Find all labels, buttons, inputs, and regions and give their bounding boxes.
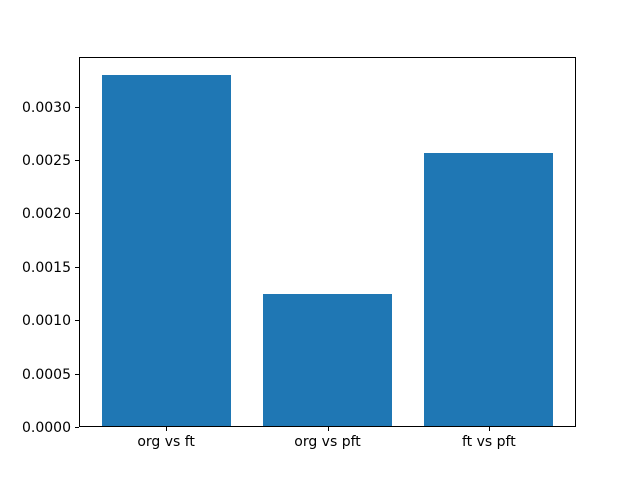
ytick-mark xyxy=(75,266,79,268)
xtick-label-org-vs-pft: org vs pft xyxy=(294,434,361,450)
xtick-mark xyxy=(166,427,168,431)
xtick-label-org-vs-ft: org vs ft xyxy=(137,434,195,450)
ytick-mark xyxy=(75,320,79,322)
ytick-label: 0.0005 xyxy=(22,366,71,383)
bar-org-vs-ft xyxy=(101,74,231,426)
ytick-label: 0.0010 xyxy=(22,313,71,330)
ytick-label: 0.0000 xyxy=(22,420,71,436)
ytick-label: 0.0030 xyxy=(22,99,71,116)
ytick-label: 0.0025 xyxy=(22,153,71,170)
ytick-label: 0.0020 xyxy=(22,206,71,223)
ytick-mark xyxy=(75,373,79,375)
xtick-label-ft-vs-pft: ft vs pft xyxy=(462,434,516,450)
bar-ft-vs-pft xyxy=(424,152,554,426)
xtick-mark xyxy=(327,427,329,431)
ytick-mark xyxy=(75,106,79,108)
ytick-mark xyxy=(75,213,79,215)
ytick-label: 0.0015 xyxy=(22,259,71,276)
ytick-mark xyxy=(75,427,79,428)
ytick-mark xyxy=(75,160,79,162)
xtick-mark xyxy=(488,427,490,431)
bar-org-vs-pft xyxy=(262,293,393,426)
